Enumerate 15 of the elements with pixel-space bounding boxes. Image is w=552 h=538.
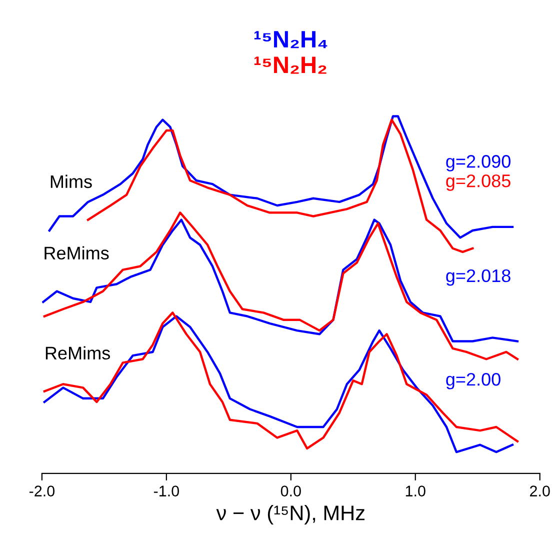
annotation: ReMims — [46, 346, 110, 360]
x-tick-label: -2.0 — [29, 486, 55, 496]
x-axis-title: ν − ν (¹⁵N), MHz — [216, 505, 364, 524]
annotation: g=2.018 — [446, 269, 510, 286]
x-tick-label: 0.0 — [280, 486, 301, 496]
annotation: g=2.090 — [446, 155, 510, 172]
x-tick-label: 1.0 — [406, 486, 426, 496]
x-tick-label: -1.0 — [154, 486, 179, 496]
text: ¹⁵N₂H₄ — [254, 31, 328, 48]
annotation: g=2.00 — [446, 372, 500, 390]
annotation: Mims — [50, 174, 92, 188]
x-tick-label: 2.0 — [530, 486, 550, 496]
text: ¹⁵N₂H₂ — [254, 56, 326, 74]
annotation: ReMims — [44, 246, 109, 260]
annotation: g=2.085 — [446, 174, 510, 191]
